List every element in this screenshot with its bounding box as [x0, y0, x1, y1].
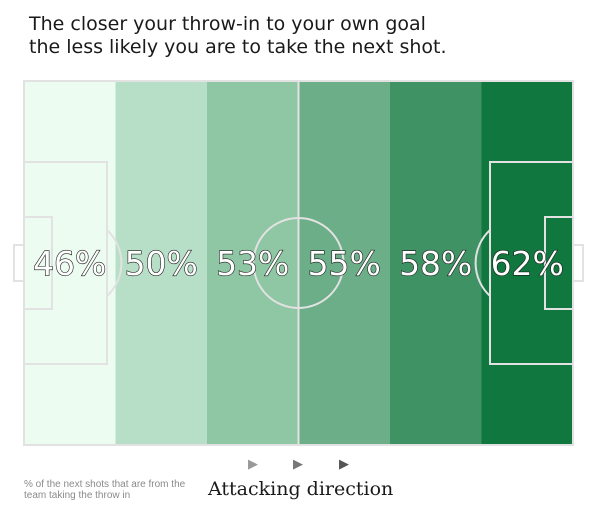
zone-band — [481, 81, 574, 445]
footnote: % of the next shots that are from the te… — [24, 479, 186, 501]
title-line-1: The closer your throw-in to your own goa… — [29, 13, 426, 35]
attacking-direction-label: Attacking direction — [208, 478, 394, 500]
zone-value-label: 62% — [491, 244, 564, 283]
zone-value-label: 55% — [308, 244, 381, 283]
zone-labels: 46% 50% 53% 55% 58% 62% — [32, 243, 564, 283]
zone-band — [390, 81, 482, 445]
arrow-right-icon: ▶ — [339, 457, 349, 472]
right-penalty-arc — [474, 229, 491, 297]
direction-arrows: ▶ ▶ ▶ — [248, 457, 349, 472]
left-penalty-arc — [106, 229, 123, 297]
arrow-right-icon: ▶ — [293, 457, 303, 472]
zone-band — [115, 81, 208, 445]
zone-band — [24, 81, 116, 445]
title-line-2: the less likely you are to take the next… — [29, 36, 447, 58]
right-six-yard-box — [544, 216, 574, 310]
left-goal — [13, 244, 24, 282]
centre-circle — [252, 217, 345, 309]
left-six-yard-box — [23, 216, 53, 310]
arrow-right-icon: ▶ — [248, 457, 258, 472]
zone-value-label: 50% — [125, 244, 198, 283]
pitch-markings — [13, 80, 584, 446]
zone-value-label: 58% — [399, 244, 472, 283]
zone-value-label: 46% — [33, 244, 106, 283]
chart-title: The closer your throw-in to your own goa… — [29, 13, 569, 59]
right-goal — [573, 244, 584, 282]
zone-value-label: 53% — [216, 244, 289, 283]
